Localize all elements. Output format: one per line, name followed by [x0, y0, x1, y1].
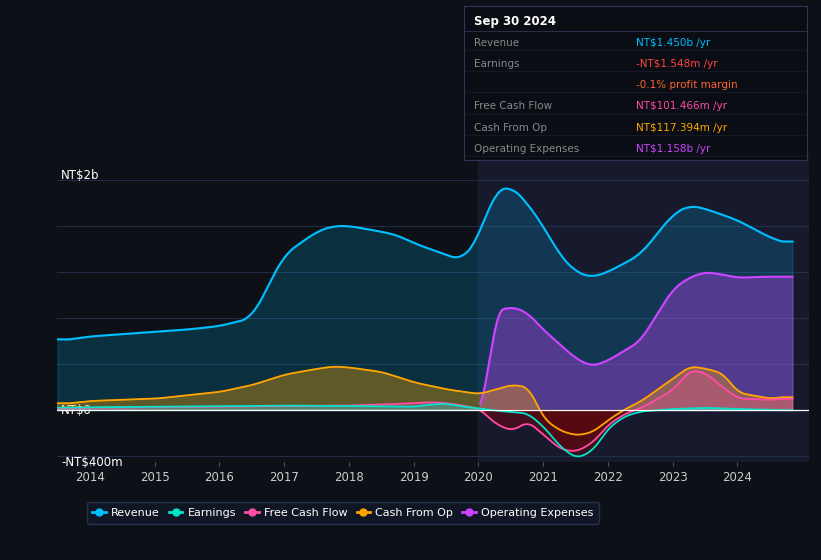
Text: NT$0: NT$0 — [62, 404, 92, 417]
Text: -NT$1.548m /yr: -NT$1.548m /yr — [636, 59, 718, 69]
Text: NT$101.466m /yr: NT$101.466m /yr — [636, 101, 727, 111]
Text: Operating Expenses: Operating Expenses — [474, 144, 579, 154]
Text: -0.1% profit margin: -0.1% profit margin — [636, 80, 738, 90]
Text: Sep 30 2024: Sep 30 2024 — [474, 15, 556, 28]
Text: -NT$400m: -NT$400m — [62, 456, 123, 469]
Text: Cash From Op: Cash From Op — [474, 123, 547, 133]
Text: NT$1.450b /yr: NT$1.450b /yr — [636, 38, 710, 48]
Text: NT$2b: NT$2b — [62, 169, 99, 182]
Bar — [479, 157, 815, 462]
Text: Free Cash Flow: Free Cash Flow — [474, 101, 552, 111]
Legend: Revenue, Earnings, Free Cash Flow, Cash From Op, Operating Expenses: Revenue, Earnings, Free Cash Flow, Cash … — [87, 502, 599, 524]
Text: NT$1.158b /yr: NT$1.158b /yr — [636, 144, 711, 154]
Text: Revenue: Revenue — [474, 38, 519, 48]
Text: NT$117.394m /yr: NT$117.394m /yr — [636, 123, 727, 133]
Text: Earnings: Earnings — [474, 59, 519, 69]
